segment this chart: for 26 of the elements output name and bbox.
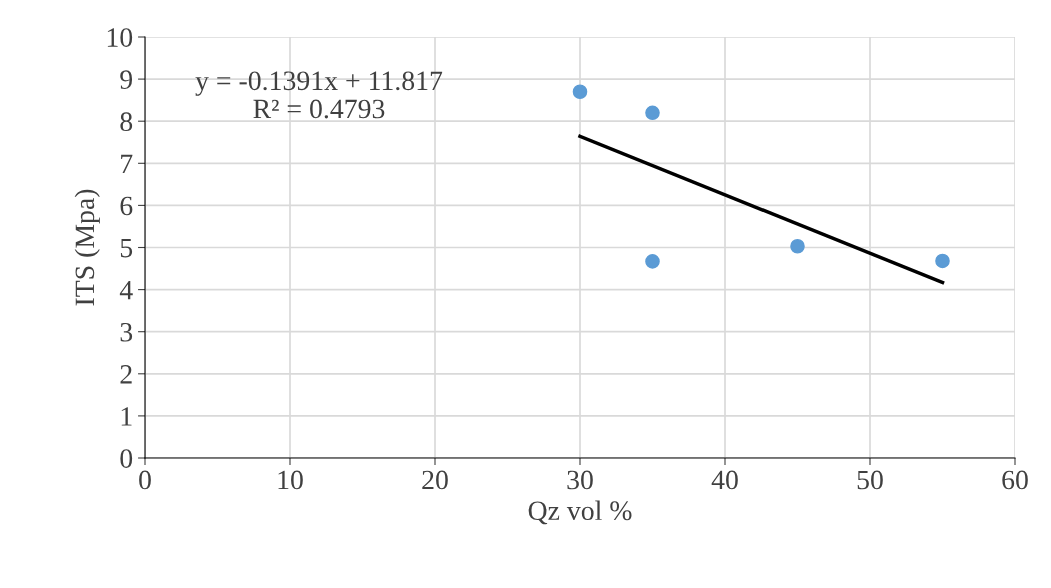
x-tick-label: 60 (1002, 470, 1028, 490)
x-axis-title: Qz vol % (528, 500, 632, 525)
y-axis-title: ITS (Mpa) (74, 189, 100, 306)
y-tick-label: 3 (120, 322, 133, 342)
x-tick-label: 50 (857, 470, 883, 490)
point (645, 105, 660, 121)
point (645, 254, 660, 269)
x-tick-label: 0 (139, 470, 151, 490)
y-tick-label: 2 (120, 365, 132, 384)
y-tick-label: 9 (120, 70, 133, 90)
y-tick-label: 7 (121, 154, 133, 173)
y-tick-label: 6 (120, 196, 133, 216)
point (790, 238, 805, 254)
y-tick-label: 5 (120, 238, 133, 258)
y-tick-label: 0 (120, 449, 133, 468)
y-tick-label: 8 (120, 112, 133, 132)
y-tick-label: 10 (107, 28, 133, 47)
y-tick-label: 1 (121, 407, 132, 426)
x-tick-label: 20 (422, 470, 448, 490)
x-tick-label: 30 (567, 470, 593, 490)
point (935, 253, 950, 269)
x-tick-label: 40 (711, 470, 738, 490)
annotation: y = -0.1391x + 11.817 R² = 0.4793 (195, 71, 443, 119)
x-tick-label: 10 (278, 470, 303, 490)
point (572, 84, 588, 100)
y-tick-label: 4 (119, 280, 133, 300)
